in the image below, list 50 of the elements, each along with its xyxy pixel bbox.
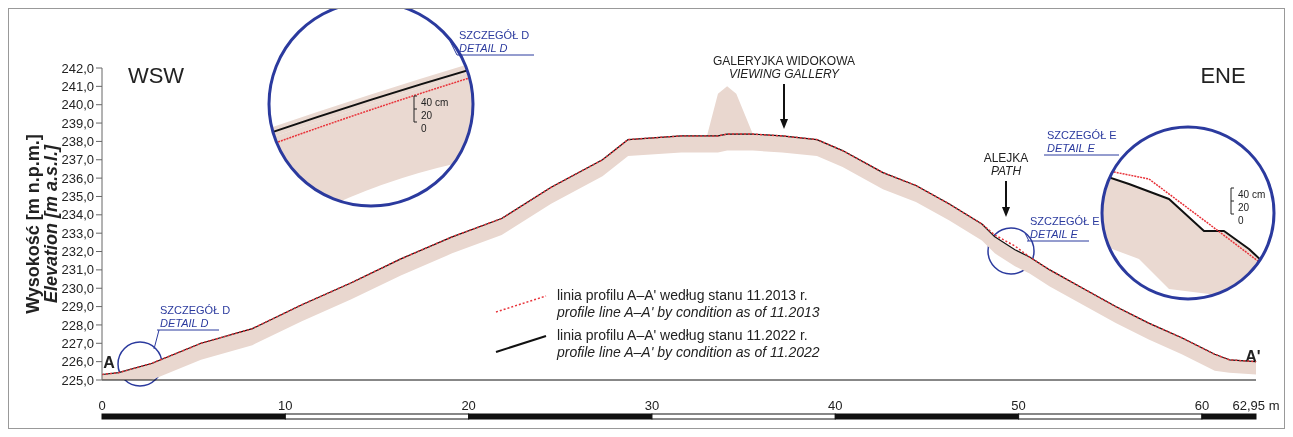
y-tick-label: 228,0 bbox=[61, 317, 94, 333]
y-tick-label: 229,0 bbox=[61, 299, 94, 315]
text: SZCZEGÓŁ D bbox=[459, 29, 530, 41]
annotation: 0 bbox=[421, 123, 427, 134]
annotation: ENE bbox=[1200, 63, 1246, 88]
y-tick-label: 240,0 bbox=[61, 97, 94, 113]
annotation: SZCZEGÓŁ E bbox=[1047, 129, 1117, 141]
y-tick-label: 234,0 bbox=[61, 207, 94, 223]
y-tick-label: 235,0 bbox=[61, 189, 94, 205]
y-tick-label: 237,0 bbox=[61, 152, 94, 168]
annotation: 0 bbox=[1238, 215, 1244, 226]
y-tick-label: 239,0 bbox=[61, 115, 94, 131]
legend-label: linia profilu A–A' według stanu 11.2022 r. profile line A–A' by condition as of 11.2022 bbox=[557, 327, 820, 361]
annotation: ALEJKA bbox=[983, 151, 1029, 165]
y-tick-label: 227,0 bbox=[61, 335, 94, 351]
annotation: DETAIL E bbox=[1030, 228, 1079, 240]
annotation: 20 bbox=[1238, 202, 1250, 213]
y-tick-label: 230,0 bbox=[61, 280, 94, 296]
annotation: PATH bbox=[990, 164, 1022, 178]
annotation: SZCZEGÓŁ D bbox=[160, 304, 231, 316]
x-tick-label: 20 bbox=[461, 398, 476, 413]
annotation: WSW bbox=[127, 63, 185, 88]
legend-label: linia profilu A–A' według stanu 11.2013 r. profile line A–A' by condition as of 11.2013 bbox=[557, 287, 820, 321]
annotation: DETAIL D bbox=[160, 317, 209, 329]
annotation: VIEWING GALLERY bbox=[728, 67, 841, 81]
y-tick-label: 232,0 bbox=[61, 244, 94, 260]
x-tick-label: 50 bbox=[1011, 398, 1026, 413]
annotation: SZCZEGÓŁ E bbox=[1030, 215, 1100, 227]
y-tick-label: 238,0 bbox=[61, 134, 94, 150]
annotation: DETAIL E bbox=[1047, 142, 1096, 154]
x-tick-label: 62,95 m bbox=[1232, 398, 1280, 413]
y-axis-title: Wysokość [m n.p.m.] Elevation [m a.s.l.] bbox=[23, 134, 61, 314]
annotation: 40 cm bbox=[421, 97, 449, 108]
annotation: 40 cm bbox=[1238, 189, 1266, 200]
x-tick-label: 60 bbox=[1194, 398, 1210, 413]
y-tick-label: 226,0 bbox=[61, 354, 94, 370]
annotation: 20 bbox=[421, 110, 433, 121]
x-tick-label: 0 bbox=[98, 398, 106, 413]
y-tick-label: 242,0 bbox=[61, 60, 94, 76]
text: DETAIL D bbox=[459, 42, 508, 54]
y-tick-label: 231,0 bbox=[61, 262, 94, 278]
x-tick-label: 10 bbox=[278, 398, 293, 413]
x-tick-label: 30 bbox=[644, 398, 660, 413]
y-tick-label: 225,0 bbox=[61, 372, 94, 388]
y-tick-label: 233,0 bbox=[61, 225, 94, 241]
annotation: A bbox=[103, 354, 116, 371]
annotation: GALERYJKA WIDOKOWA bbox=[712, 54, 856, 68]
y-tick-label: 236,0 bbox=[61, 170, 94, 186]
y-tick-label: 241,0 bbox=[61, 78, 94, 94]
x-tick-label: 40 bbox=[828, 398, 843, 413]
